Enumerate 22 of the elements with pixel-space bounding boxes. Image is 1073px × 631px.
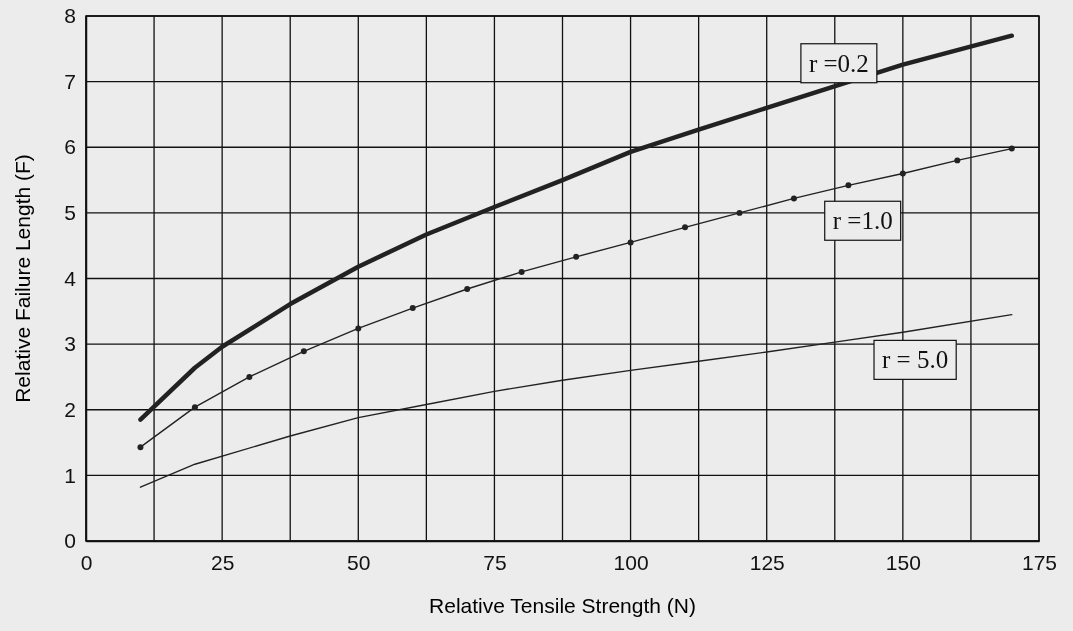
y-tick-label: 4 — [64, 266, 77, 290]
y-tick-label: 7 — [64, 69, 76, 93]
x-tick-label: 25 — [210, 550, 235, 574]
y-tick-label: 6 — [64, 135, 76, 159]
y-tick-label: 3 — [64, 332, 76, 356]
x-tick-label: 125 — [749, 550, 785, 574]
x-tick-label: 0 — [80, 550, 93, 574]
x-tick-label: 175 — [1021, 550, 1058, 574]
x-axis-title: Relative Tensile Strength (N) — [429, 594, 696, 617]
y-tick-label: 2 — [64, 397, 76, 421]
y-tick-label: 5 — [64, 201, 76, 225]
series-label: r =1.0 — [832, 207, 893, 235]
y-tick-label: 8 — [64, 4, 76, 28]
series-label: r = 5.0 — [882, 346, 949, 374]
x-tick-label: 50 — [347, 550, 371, 574]
y-tick-label: 1 — [64, 463, 76, 487]
series-label: r =0.2 — [808, 49, 869, 77]
y-axis-title: Relative Failure Length (F) — [11, 154, 34, 403]
y-tick-label: 0 — [64, 529, 76, 553]
x-tick-label: 100 — [613, 550, 649, 574]
x-tick-label: 75 — [483, 550, 507, 574]
x-tick-label: 150 — [885, 550, 921, 574]
